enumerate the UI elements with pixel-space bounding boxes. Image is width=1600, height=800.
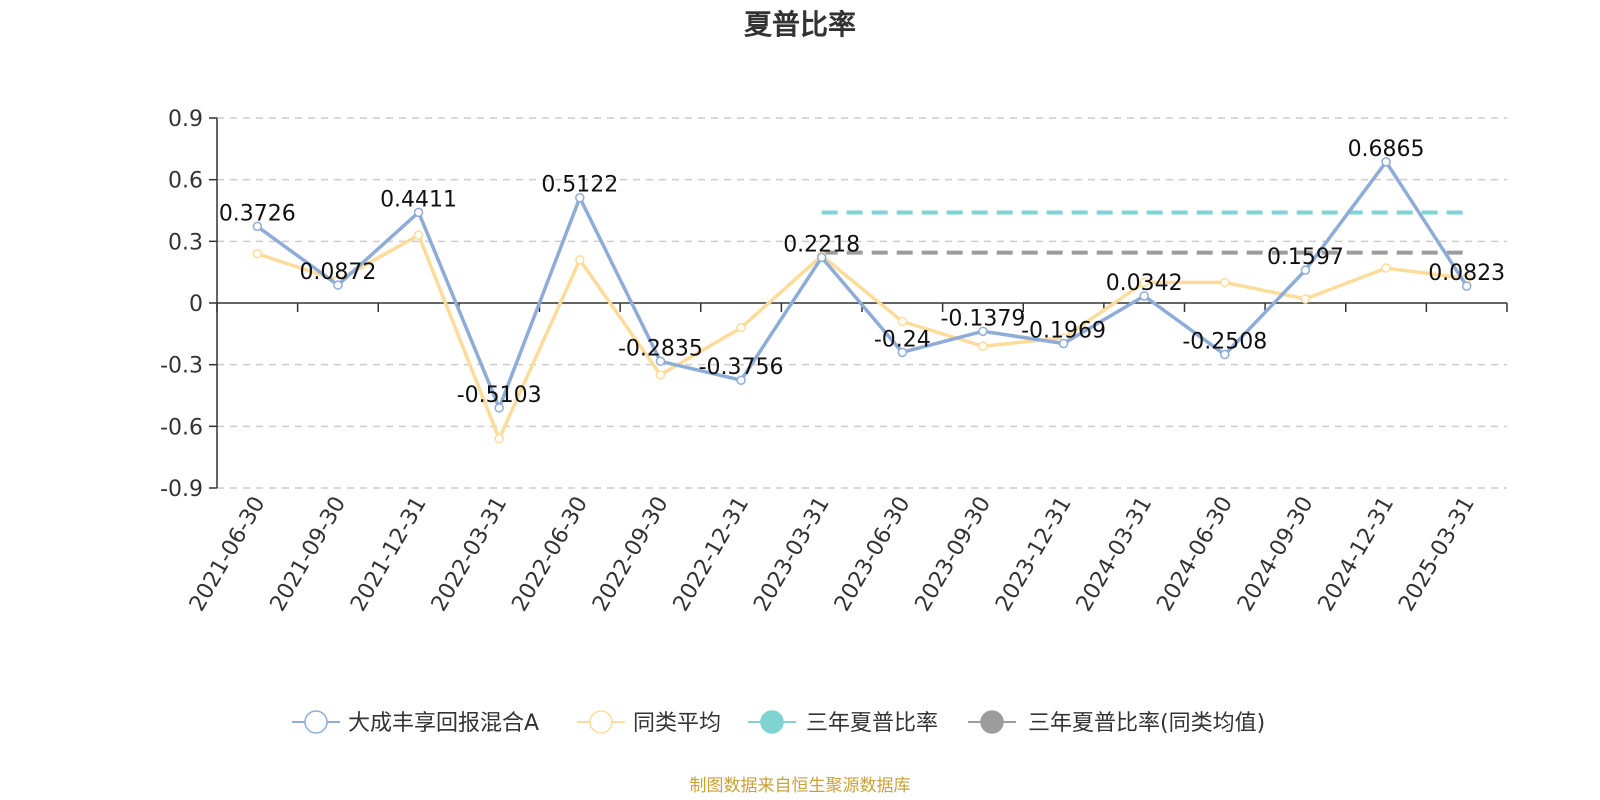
data-point	[1139, 291, 1149, 301]
data-point	[575, 192, 585, 203]
legend-label: 同类平均	[633, 711, 721, 736]
legend-label: 三年夏普比率(同类均值)	[1028, 711, 1265, 736]
x-tick-label: 2021-06-30	[185, 493, 271, 616]
data-label: -0.2508	[1182, 330, 1267, 355]
data-point	[1139, 277, 1149, 288]
legend-swatch-marker	[304, 710, 328, 734]
legend-label: 三年夏普比率	[806, 711, 938, 736]
legend[interactable]: 大成丰享回报混合A 同类平均 三年夏普比率 三年夏普比率(同类均值)	[292, 710, 1265, 736]
legend-item[interactable]: 同类平均	[577, 710, 721, 736]
x-tick-label: 2024-12-31	[1314, 493, 1400, 616]
data-point	[494, 403, 504, 413]
x-tick-label: 2022-06-30	[507, 493, 593, 616]
data-point	[1220, 277, 1230, 288]
data-label: -0.24	[874, 327, 931, 352]
y-tick-label: -0.9	[160, 477, 203, 502]
legend-swatch-marker	[760, 710, 784, 734]
data-label: 0.2218	[783, 232, 860, 257]
source-note: 制图数据来自恒生聚源数据库	[690, 776, 911, 796]
series-line	[256, 233, 1467, 441]
y-tick-label: -0.3	[160, 354, 203, 379]
x-tick-label: 2023-03-31	[749, 493, 835, 616]
legend-item[interactable]: 三年夏普比率(同类均值)	[968, 710, 1265, 736]
chart-title: 夏普比率	[744, 8, 856, 41]
x-tick-label: 2021-09-30	[266, 493, 352, 616]
data-point	[413, 230, 424, 240]
data-point	[252, 221, 263, 232]
legend-swatch-marker	[980, 710, 1004, 734]
data-point	[333, 280, 343, 290]
reference-lines	[821, 210, 1467, 255]
data-label: -0.3756	[699, 355, 784, 380]
y-tick-label: 0	[189, 292, 203, 317]
data-point	[1381, 157, 1391, 167]
data-point	[494, 433, 504, 444]
legend-item[interactable]: 大成丰享回报混合A	[292, 710, 539, 736]
x-tick-label: 2023-12-31	[991, 493, 1077, 616]
data-label: -0.1969	[1021, 318, 1106, 343]
data-label: 0.0823	[1428, 261, 1505, 286]
y-tick-label: 0.3	[168, 230, 203, 255]
axes: 0.9 0.6 0.3 0 -0.3 -0.6 -0.92021-06-302021-09-…	[160, 107, 1508, 616]
data-point	[736, 322, 746, 333]
series-lines	[252, 157, 1472, 444]
data-label: -0.1379	[940, 306, 1025, 331]
x-tick-label: 2023-09-30	[911, 493, 997, 616]
x-tick-label: 2025-03-31	[1394, 493, 1480, 616]
data-label: -0.5103	[457, 383, 542, 408]
data-point	[978, 326, 988, 337]
legend-swatch-marker	[589, 710, 613, 734]
data-point	[575, 255, 585, 265]
data-point	[897, 347, 908, 358]
data-label: -0.2835	[618, 336, 703, 361]
data-point	[1300, 265, 1311, 275]
legend-label: 大成丰享回报混合A	[348, 711, 539, 736]
data-label: 0.6865	[1348, 137, 1425, 162]
data-point	[1300, 294, 1311, 304]
data-point	[252, 248, 263, 259]
data-point	[1461, 281, 1472, 291]
x-tick-label: 2024-06-30	[1152, 493, 1238, 616]
x-tick-label: 2024-03-31	[1072, 493, 1158, 616]
data-label: 0.5122	[541, 173, 618, 198]
data-point	[978, 341, 988, 351]
data-label: 0.3726	[219, 201, 296, 226]
x-tick-label: 2021-12-31	[346, 493, 432, 616]
data-labels: 0.37260.08720.4411-0.51030.5122-0.2835-0…	[219, 137, 1505, 408]
data-point	[736, 375, 746, 385]
data-point	[655, 370, 666, 380]
series-line	[256, 160, 1469, 410]
x-tick-label: 2022-12-31	[669, 493, 755, 616]
data-label: 0.1597	[1267, 245, 1344, 270]
y-tick-label: -0.6	[160, 415, 203, 440]
data-point	[816, 252, 827, 263]
data-point	[1058, 338, 1069, 349]
x-tick-label: 2022-09-30	[588, 493, 674, 616]
legend-item[interactable]: 三年夏普比率	[748, 710, 938, 736]
y-tick-label: 0.6	[168, 169, 203, 194]
y-tick-label: 0.9	[168, 107, 203, 132]
x-tick-label: 2022-03-31	[427, 493, 513, 616]
x-tick-label: 2023-06-30	[830, 493, 916, 616]
data-point	[413, 207, 424, 218]
data-point	[1381, 263, 1391, 273]
data-point	[1220, 349, 1230, 360]
data-point	[897, 316, 908, 327]
data-label: 0.4411	[380, 187, 457, 212]
data-point	[655, 356, 666, 367]
data-label: 0.0342	[1106, 271, 1183, 296]
data-label: 0.0872	[299, 260, 376, 285]
x-tick-label: 2024-09-30	[1233, 493, 1319, 616]
